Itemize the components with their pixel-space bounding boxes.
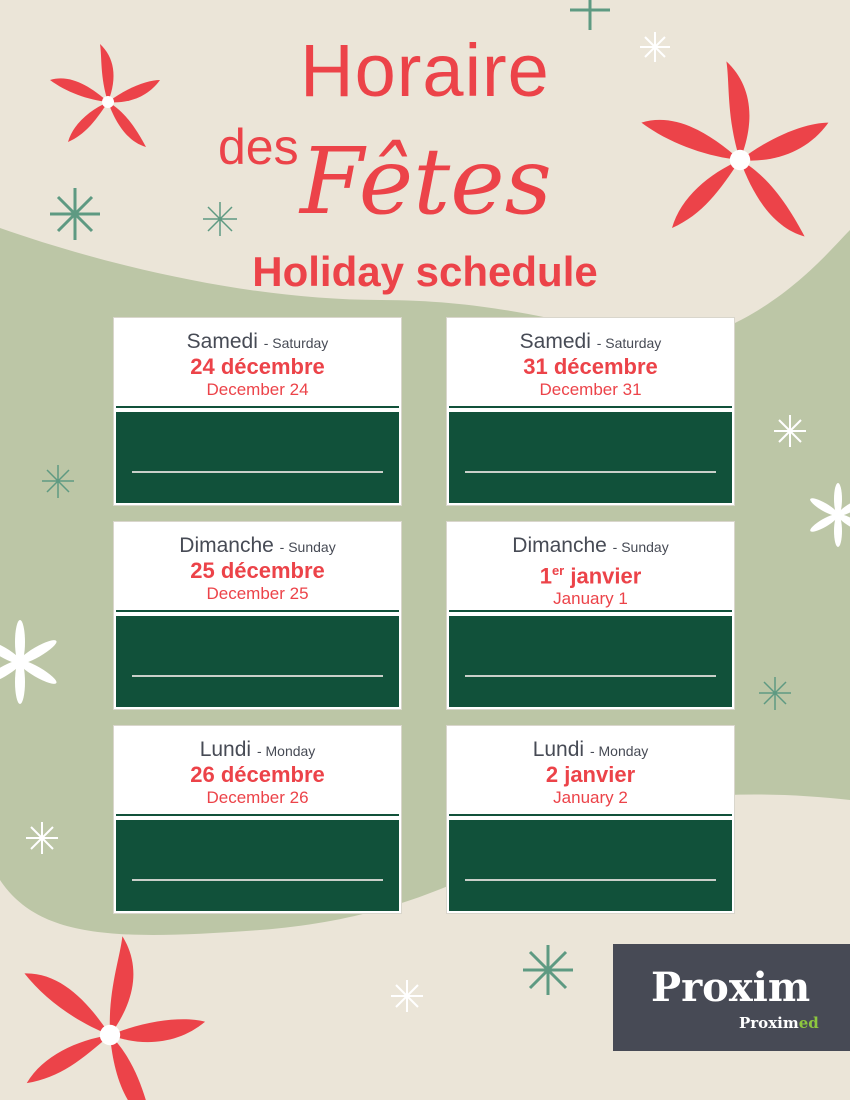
french-date: 2 janvier xyxy=(545,762,636,787)
card-header: Dimanche - Sunday 25 décembre December 2… xyxy=(116,524,399,612)
hours-line xyxy=(132,675,383,677)
card-header: Dimanche - Sunday 1er janvier January 1 xyxy=(449,524,732,612)
title-des: des xyxy=(218,119,299,175)
poinsettia-icon xyxy=(50,44,160,147)
french-date: 26 décembre xyxy=(190,762,325,787)
logo-brand: Proxim xyxy=(651,964,811,1011)
snowflake-icon xyxy=(0,483,850,704)
schedule-card: Samedi - Saturday 24 décembre December 2… xyxy=(114,318,401,505)
card-header: Samedi - Saturday 24 décembre December 2… xyxy=(116,320,399,408)
sparkle-icon xyxy=(42,202,791,710)
hours-line xyxy=(465,675,716,677)
day-name: Samedi - Saturday xyxy=(519,330,662,353)
sparkle-icon xyxy=(26,32,806,1012)
french-date: 1er janvier xyxy=(539,563,642,589)
schedule-card: Dimanche - Sunday 25 décembre December 2… xyxy=(114,522,401,709)
card-header: Lundi - Monday 2 janvier January 2 xyxy=(449,728,732,816)
card-header: Lundi - Monday 26 décembre December 26 xyxy=(116,728,399,816)
schedule-card: Dimanche - Sunday 1er janvier January 1 xyxy=(447,522,734,709)
proxim-logo: Proxim Proximed xyxy=(613,944,850,1051)
snowflake-icon xyxy=(50,0,610,995)
hours-area xyxy=(449,411,732,503)
logo-sub-brand: Proximed xyxy=(739,1014,819,1032)
card-header: Samedi - Saturday 31 décembre December 3… xyxy=(449,320,732,408)
hours-line xyxy=(465,471,716,473)
english-date: December 24 xyxy=(206,380,309,399)
title-horaire: Horaire xyxy=(300,29,550,112)
french-date: 31 décembre xyxy=(523,354,658,379)
english-date: December 25 xyxy=(206,584,309,603)
subtitle: Holiday schedule xyxy=(252,248,598,295)
hours-line xyxy=(132,879,383,881)
hours-area xyxy=(449,819,732,911)
poinsettia-icon xyxy=(0,914,221,1100)
hours-line xyxy=(465,879,716,881)
schedule-card: Lundi - Monday 26 décembre December 26 xyxy=(114,726,401,913)
day-name: Dimanche - Sunday xyxy=(512,534,669,557)
hours-area xyxy=(116,411,399,503)
hours-area xyxy=(116,819,399,911)
french-date: 24 décembre xyxy=(190,354,325,379)
hours-line xyxy=(132,471,383,473)
english-date: January 1 xyxy=(553,589,628,609)
day-name: Dimanche - Sunday xyxy=(179,534,336,557)
schedule-card: Lundi - Monday 2 janvier January 2 xyxy=(447,726,734,913)
hours-area xyxy=(449,615,732,707)
english-date: December 31 xyxy=(539,380,642,399)
schedule-card: Samedi - Saturday 31 décembre December 3… xyxy=(447,318,734,505)
english-date: December 26 xyxy=(206,788,309,807)
french-date: 25 décembre xyxy=(190,558,325,583)
hours-area xyxy=(116,615,399,707)
english-date: January 2 xyxy=(553,788,628,807)
day-name: Lundi - Monday xyxy=(199,738,316,761)
day-name: Samedi - Saturday xyxy=(186,330,329,353)
title-fetes: Fêtes xyxy=(300,128,552,235)
day-name: Lundi - Monday xyxy=(532,738,649,761)
poinsettia-icon xyxy=(641,61,829,237)
